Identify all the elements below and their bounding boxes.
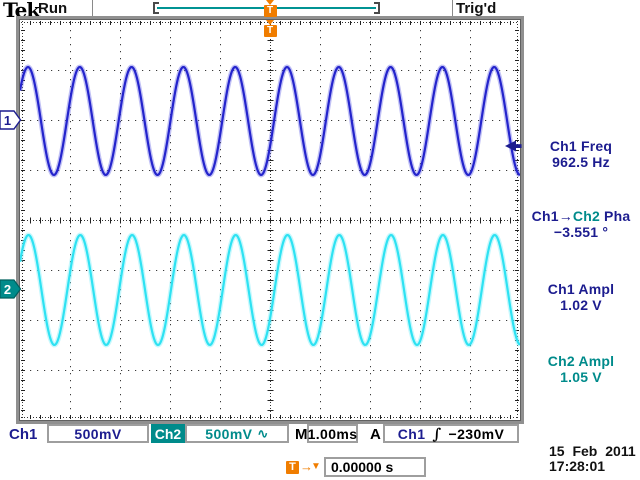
down-triangle-icon [266,20,274,25]
trigger-a-label: A [370,426,381,443]
trigger-settings-box[interactable]: Ch1 ∫ −230mV [383,424,519,443]
measurement-ch1-ch2-phase: Ch1→Ch2 Pha −3.551 ° [531,208,631,240]
acquisition-status: Run [38,0,68,17]
waveform-traces [20,64,520,348]
graticule-frame [19,19,521,421]
trigger-source-label: Ch1 [397,425,426,442]
ch2-position-marker[interactable]: 2 [0,279,22,299]
trigger-t-icon: T [263,5,277,17]
measurement-ch1-freq: Ch1 Freq 962.5 Hz [549,138,613,170]
ch1-trace [20,65,520,177]
timebase-box[interactable]: 1.00ms [307,424,358,443]
ch1-scale-box[interactable]: 500mV [47,424,149,443]
trigger-status: Trig'd [456,0,497,17]
time-text: 17:28:01 [549,458,606,474]
ch2-trace [20,233,520,347]
header-divider [452,0,453,16]
ch1-position-marker[interactable]: 1 [0,110,22,130]
down-triangle-icon: ▼ [311,461,321,472]
down-triangle-icon [266,0,274,5]
measurement-ch2-ampl: Ch2 Ampl 1.05 V [547,353,615,385]
record-end-bracket-icon [374,2,380,14]
right-arrow-icon: → [300,459,313,474]
ac-coupling-icon: ∿ [257,425,269,441]
trigger-t-icon: T [286,461,299,474]
svg-text:2: 2 [4,282,11,297]
datetime-display: 15 Feb 2011 17:28:01 [549,444,636,474]
trigger-point-marker[interactable]: T [263,20,277,37]
date-text: 15 Feb 2011 [549,443,636,459]
trigger-position-marker[interactable]: T [263,0,277,17]
timebase-label: M [295,426,308,443]
record-start-bracket-icon [153,2,159,14]
trigger-time-box[interactable]: 0.00000 s [324,457,426,477]
header-divider [92,0,93,16]
measurement-ch1-ampl: Ch1 Ampl 1.02 V [547,281,615,313]
ch1-label: Ch1 [9,426,38,443]
rising-edge-icon: ∫ [432,424,442,443]
trigger-level-arrow-icon[interactable] [505,140,522,152]
svg-text:1: 1 [4,113,11,128]
ch2-scale-box[interactable]: 500mV ∿ [185,424,289,443]
ch2-scale-value: 500mV [205,425,253,442]
ch2-badge: Ch2 [151,424,185,443]
trigger-t-icon: T [263,25,277,37]
trigger-level-value: −230mV [448,425,505,442]
